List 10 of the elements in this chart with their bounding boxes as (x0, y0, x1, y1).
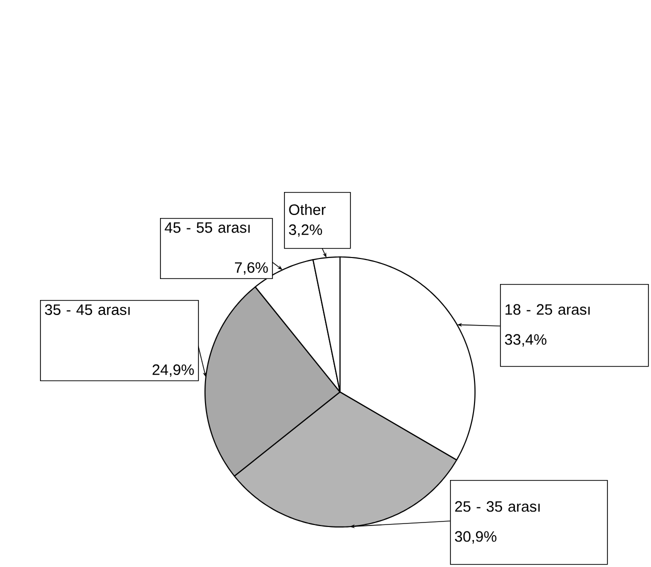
slice-label: 45 - 55 arası (164, 222, 250, 233)
data-label: 7,6% (234, 262, 268, 275)
slice-label: Other (289, 204, 326, 216)
data-label: 3,2% (288, 224, 322, 237)
slice-label: 25 - 35 arası (455, 501, 540, 512)
slice-label: 35 - 45 arası (44, 304, 130, 315)
slice-label: 18 - 25 arası (506, 304, 590, 315)
data-label: 30,9% (454, 531, 496, 544)
data-label: 33,4% (504, 334, 546, 347)
data-label: 24,9% (152, 364, 194, 377)
